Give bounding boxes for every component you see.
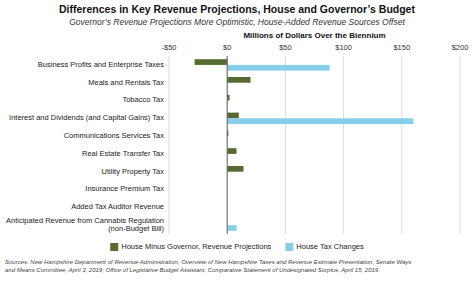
grid: [169, 56, 460, 234]
x-axis-label: Millions of Dollars Over the Biennium: [243, 31, 385, 40]
grid-line: [343, 56, 344, 234]
bar: [227, 113, 239, 119]
annotation-line: and Means Committee, April 3, 2019; Offi…: [5, 267, 380, 273]
grid-line: [227, 56, 228, 234]
category-label: Communications Services Tax: [64, 131, 165, 140]
category-label: Real Estate Transfer Tax: [82, 149, 164, 158]
category-label: Added Tax Auditor Revenue: [71, 202, 164, 211]
category-label: Tobacco Tax: [122, 95, 164, 104]
legend-swatch: [285, 243, 293, 251]
bar: [227, 77, 250, 83]
bar: [227, 225, 236, 231]
x-axis: -$50 $0 $50 $100 $150 $200: [161, 43, 468, 52]
grid-line: [285, 56, 286, 234]
category-label: Utility Property Tax: [102, 167, 165, 176]
category-label: Anticipated Revenue from Cannabis Regula…: [6, 216, 165, 234]
category-label-line: Business Profits and Enterprise Taxes: [38, 60, 164, 69]
legend-label: House Tax Changes: [296, 242, 364, 251]
y-axis-labels: Business Profits and Enterprise Taxes Mea…: [6, 60, 165, 233]
legend-label: House Minus Governor, Revenue Projection…: [121, 242, 271, 251]
bar: [195, 59, 228, 65]
bar: [227, 118, 413, 124]
bar: [227, 148, 236, 154]
x-tick-label: $0: [223, 43, 231, 52]
category-label-line: Utility Property Tax: [102, 167, 165, 176]
x-tick-label: -$50: [161, 43, 176, 52]
bar: [227, 65, 329, 71]
category-label-line: Interest and Dividends (and Capital Gain…: [9, 113, 164, 122]
category-label-line: Real Estate Transfer Tax: [82, 149, 164, 158]
bar: [227, 166, 243, 172]
category-label-line: Meals and Rentals Tax: [88, 78, 164, 87]
category-label: Meals and Rentals Tax: [88, 78, 164, 87]
category-label: Insurance Premium Tax: [85, 184, 164, 193]
category-label-line: Communications Services Tax: [64, 131, 165, 140]
x-tick-label: $50: [279, 43, 292, 52]
category-label-line: Tobacco Tax: [122, 95, 164, 104]
category-label-line: (non-Budget Bill): [108, 224, 164, 233]
grid-line: [401, 56, 402, 234]
category-label-line: Insurance Premium Tax: [85, 184, 164, 193]
annotation: Sources: New Hampshire Department of Rev…: [5, 259, 411, 273]
chart: Differences in Key Revenue Projections, …: [0, 0, 474, 293]
legend: House Minus Governor, Revenue Projection…: [110, 242, 364, 251]
x-tick-label: $100: [335, 43, 352, 52]
subtitle: Governor’s Revenue Projections More Opti…: [69, 17, 405, 27]
grid-line: [169, 56, 170, 234]
legend-swatch: [110, 243, 118, 251]
zero-line: [227, 56, 228, 234]
category-label: Interest and Dividends (and Capital Gain…: [9, 113, 164, 122]
category-label-line: Added Tax Auditor Revenue: [71, 202, 164, 211]
x-tick-label: $150: [393, 43, 410, 52]
x-tick-label: $200: [452, 43, 469, 52]
grid-line: [460, 56, 461, 234]
category-label: Business Profits and Enterprise Taxes: [38, 60, 164, 69]
annotation-line: Sources: New Hampshire Department of Rev…: [5, 259, 411, 265]
title: Differences in Key Revenue Projections, …: [59, 3, 415, 15]
